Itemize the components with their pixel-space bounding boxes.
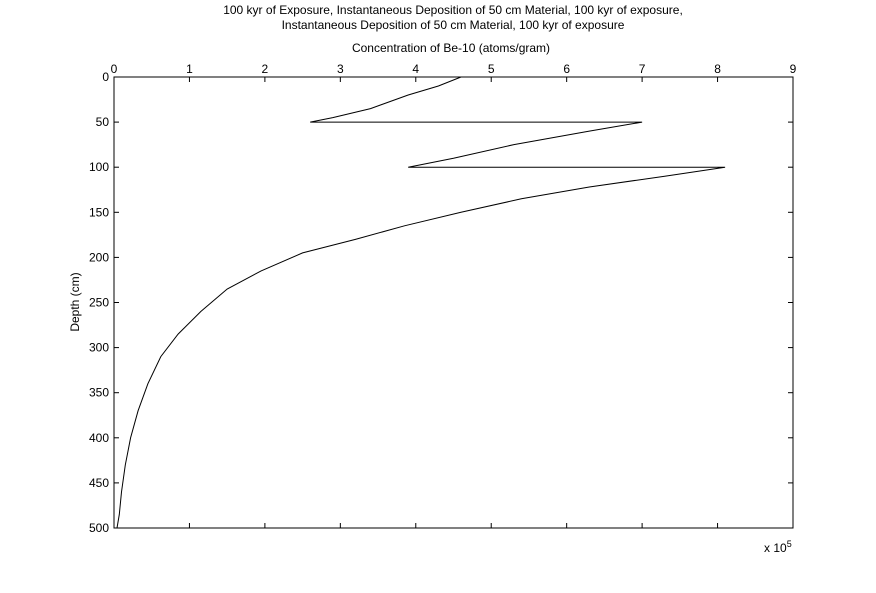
y-tick-label-1: 50 [96,115,110,129]
y-tick-label-9: 450 [89,476,109,490]
series-line-be10 [116,76,726,529]
x-tick-label-7: 7 [639,62,646,76]
y-tick-label-3: 150 [89,205,109,219]
x-ticks: 0 1 2 3 4 5 6 7 8 9 [111,62,797,528]
y-ticks: 0 50 100 150 200 250 300 350 400 450 500 [89,70,793,535]
chart-title-line-1: 100 kyr of Exposure, Instantaneous Depos… [223,3,683,17]
x-tick-label-4: 4 [412,62,419,76]
x-tick-label-3: 3 [337,62,344,76]
y-tick-label-7: 350 [89,386,109,400]
x-exponent-label: x 105 [764,539,792,555]
y-tick-label-8: 400 [89,431,109,445]
x-tick-label-6: 6 [563,62,570,76]
x-tick-label-1: 1 [186,62,193,76]
y-tick-label-2: 100 [89,160,109,174]
x-axis-label: Concentration of Be-10 (atoms/gram) [352,41,550,55]
chart-title-line-2: Instantaneous Deposition of 50 cm Materi… [282,18,625,32]
chart-title: 100 kyr of Exposure, Instantaneous Depos… [223,3,683,32]
x-tick-label-5: 5 [488,62,495,76]
x-tick-label-2: 2 [262,62,269,76]
y-tick-label-0: 0 [102,70,109,84]
plot-area [113,76,794,529]
y-axis-label: Depth (cm) [68,272,82,331]
x-tick-label-9: 9 [790,62,797,76]
y-tick-label-6: 300 [89,341,109,355]
x-tick-label-0: 0 [111,62,118,76]
y-tick-label-4: 200 [89,250,109,264]
y-tick-label-10: 500 [89,521,109,535]
x-tick-label-8: 8 [714,62,721,76]
y-tick-label-5: 250 [89,296,109,310]
